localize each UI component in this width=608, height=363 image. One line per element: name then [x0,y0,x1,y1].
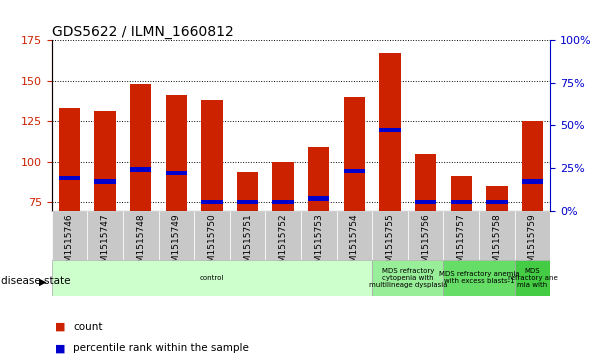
Text: percentile rank within the sample: percentile rank within the sample [73,343,249,354]
Bar [165,171,187,175]
Bar [372,211,408,260]
Text: GSM1515755: GSM1515755 [385,213,395,274]
Bar [308,147,330,211]
Bar [522,121,543,211]
Bar [451,200,472,204]
Bar [486,200,508,204]
Bar [272,162,294,211]
Text: GSM1515748: GSM1515748 [136,213,145,274]
Text: GSM1515754: GSM1515754 [350,213,359,274]
Text: GSM1515757: GSM1515757 [457,213,466,274]
Text: count: count [73,322,103,332]
Bar [88,211,123,260]
Bar [159,211,194,260]
Text: GSM1515746: GSM1515746 [65,213,74,274]
Text: GSM1515756: GSM1515756 [421,213,430,274]
Bar [308,196,330,201]
Bar [301,211,337,260]
Bar [451,176,472,211]
Bar [201,100,223,211]
Text: GDS5622 / ILMN_1660812: GDS5622 / ILMN_1660812 [52,25,233,39]
Bar [237,172,258,211]
Bar [514,260,550,296]
Bar [372,260,443,296]
Bar [265,211,301,260]
Text: ■: ■ [55,343,65,354]
Text: GSM1515752: GSM1515752 [278,213,288,274]
Bar [230,211,265,260]
Text: control: control [200,275,224,281]
Bar [59,176,80,180]
Bar [130,84,151,211]
Bar [379,53,401,211]
Text: GSM1515758: GSM1515758 [492,213,502,274]
Bar [201,200,223,204]
Bar [237,200,258,204]
Bar [408,211,443,260]
Bar [415,154,437,211]
Text: GSM1515759: GSM1515759 [528,213,537,274]
Bar [522,179,543,184]
Bar [443,260,514,296]
Bar [486,186,508,211]
Bar [337,211,372,260]
Text: MDS refractory anemia
with excess blasts-1: MDS refractory anemia with excess blasts… [439,271,519,284]
Bar [94,179,116,184]
Bar [123,211,159,260]
Bar [52,260,372,296]
Bar [130,167,151,172]
Bar [272,200,294,204]
Bar [479,211,514,260]
Text: GSM1515751: GSM1515751 [243,213,252,274]
Bar [379,128,401,132]
Bar [443,211,479,260]
Text: disease state: disease state [1,276,70,286]
Text: GSM1515749: GSM1515749 [172,213,181,274]
Text: ■: ■ [55,322,65,332]
Text: GSM1515753: GSM1515753 [314,213,323,274]
Text: MDS refractory
cytopenia with
multilineage dysplasia: MDS refractory cytopenia with multilinea… [368,268,447,288]
Bar [415,200,437,204]
Bar [94,111,116,211]
Text: ▶: ▶ [39,276,46,286]
Bar [194,211,230,260]
Bar [59,108,80,211]
Bar [344,97,365,211]
Bar [344,169,365,174]
Bar [165,95,187,211]
Bar [52,211,88,260]
Bar [514,211,550,260]
Text: GSM1515747: GSM1515747 [100,213,109,274]
Text: MDS
refractory ane
mia with: MDS refractory ane mia with [508,268,558,288]
Text: GSM1515750: GSM1515750 [207,213,216,274]
